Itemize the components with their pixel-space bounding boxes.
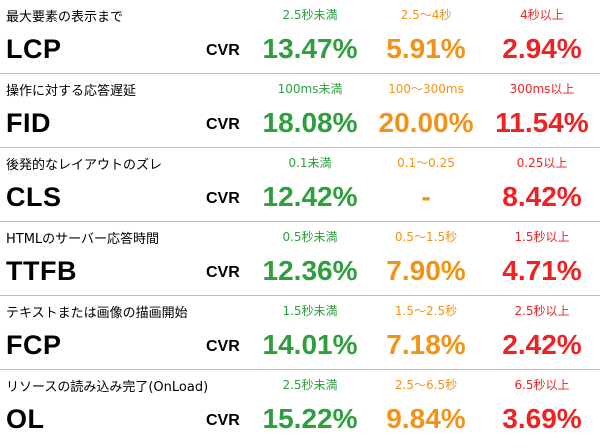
threshold-bad: 0.25以上 — [516, 156, 568, 170]
threshold-mid: 100〜300ms — [388, 82, 464, 96]
cvr-bad: 8.42% — [502, 181, 582, 212]
cvr-label: CVR — [206, 42, 240, 59]
metric-row-lcp: 最大要素の表示まで 2.5秒未満 2.5〜4秒 4秒以上 LCP CVR 13.… — [0, 0, 600, 74]
metric-name: OL — [6, 404, 45, 434]
threshold-good: 2.5秒未満 — [282, 378, 338, 392]
threshold-mid: 2.5〜4秒 — [400, 8, 452, 22]
threshold-mid: 1.5〜2.5秒 — [394, 304, 458, 318]
metric-row-ol: リソースの読み込み完了(OnLoad) 2.5秒未満 2.5〜6.5秒 6.5秒… — [0, 370, 600, 448]
cvr-mid: 20.00% — [378, 107, 474, 138]
cvr-mid: 7.18% — [386, 329, 466, 360]
cvr-bad: 3.69% — [502, 403, 582, 434]
cvr-mid: - — [421, 181, 431, 212]
metric-row-fcp: テキストまたは画像の描画開始 1.5秒未満 1.5〜2.5秒 2.5秒以上 FC… — [0, 296, 600, 370]
cvr-bad: 2.94% — [502, 33, 582, 64]
metric-description: 後発的なレイアウトのズレ — [6, 158, 163, 173]
threshold-good: 0.5秒未満 — [282, 230, 338, 244]
threshold-good: 2.5秒未満 — [282, 8, 338, 22]
cvr-label: CVR — [206, 338, 240, 355]
threshold-bad: 2.5秒以上 — [514, 304, 570, 318]
threshold-mid: 0.1〜0.25 — [397, 156, 455, 170]
threshold-bad: 1.5秒以上 — [514, 230, 570, 244]
threshold-good: 100ms未満 — [277, 82, 343, 96]
cvr-good: 15.22% — [262, 403, 358, 434]
metric-description: テキストまたは画像の描画開始 — [6, 306, 188, 321]
cvr-bad: 4.71% — [502, 255, 582, 286]
metric-name: TTFB — [6, 256, 77, 286]
threshold-bad: 300ms以上 — [509, 82, 575, 96]
metric-description: 操作に対する応答遅延 — [6, 84, 137, 99]
threshold-good: 0.1未満 — [288, 156, 332, 170]
threshold-mid: 0.5〜1.5秒 — [394, 230, 458, 244]
threshold-mid: 2.5〜6.5秒 — [394, 378, 458, 392]
cvr-good: 14.01% — [262, 329, 358, 360]
cvr-bad: 2.42% — [502, 329, 582, 360]
metric-row-ttfb: HTMLのサーバー応答時間 0.5秒未満 0.5〜1.5秒 1.5秒以上 TTF… — [0, 222, 600, 296]
metric-description: 最大要素の表示まで — [6, 10, 124, 25]
metric-name: LCP — [6, 34, 62, 64]
metric-name: FID — [6, 108, 51, 138]
threshold-good: 1.5秒未満 — [282, 304, 338, 318]
cvr-good: 12.42% — [262, 181, 358, 212]
metric-row-cls: 後発的なレイアウトのズレ 0.1未満 0.1〜0.25 0.25以上 CLS C… — [0, 148, 600, 222]
threshold-bad: 6.5秒以上 — [514, 378, 570, 392]
cvr-label: CVR — [206, 116, 240, 133]
threshold-bad: 4秒以上 — [520, 8, 564, 22]
metric-name: CLS — [6, 182, 62, 212]
cvr-label: CVR — [206, 190, 240, 207]
cvr-label: CVR — [206, 412, 240, 429]
metric-row-fid: 操作に対する応答遅延 100ms未満 100〜300ms 300ms以上 FID… — [0, 74, 600, 148]
cvr-label: CVR — [206, 264, 240, 281]
metric-name: FCP — [6, 330, 62, 360]
metric-description: リソースの読み込み完了(OnLoad) — [6, 380, 209, 395]
cvr-good: 12.36% — [262, 255, 358, 286]
cvr-mid: 5.91% — [386, 33, 466, 64]
metric-description: HTMLのサーバー応答時間 — [6, 232, 160, 247]
cvr-mid: 7.90% — [386, 255, 466, 286]
cvr-good: 18.08% — [262, 107, 358, 138]
cvr-bad: 11.54% — [495, 107, 589, 138]
cvr-good: 13.47% — [262, 33, 358, 64]
cvr-mid: 9.84% — [386, 403, 466, 434]
